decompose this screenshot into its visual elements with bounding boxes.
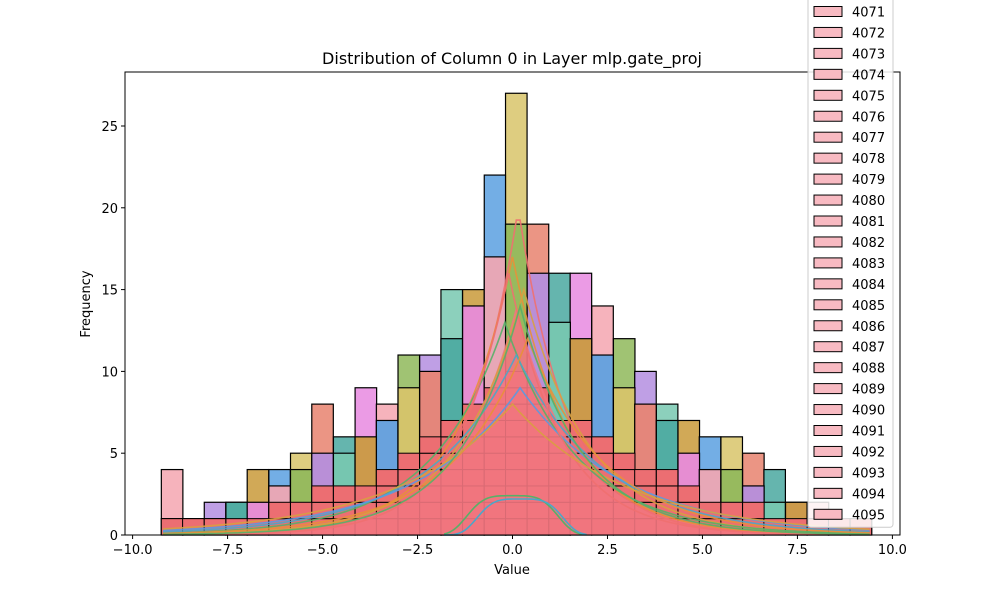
x-tick-label: 7.5	[787, 543, 808, 558]
kde-curve	[162, 336, 870, 535]
legend-swatch	[813, 487, 843, 499]
x-axis: −10.0 −7.5 −5.0 −2.5 0.0 2.5 5.0 7.5 10.0	[113, 535, 907, 558]
histogram-bar	[311, 485, 334, 503]
legend-swatch	[813, 173, 843, 185]
histogram-bar	[332, 485, 356, 503]
legend-entry-label: 4082	[852, 236, 885, 251]
legend-entry-label: 4089	[852, 383, 885, 398]
kde-curve	[163, 273, 870, 536]
plot-area	[160, 92, 873, 536]
legend-entry-label: 4076	[852, 110, 885, 125]
legend-swatch	[813, 341, 843, 353]
x-tick-label: −7.5	[212, 543, 244, 558]
legend-entry-label: 4086	[852, 320, 885, 335]
histogram-bar	[397, 452, 421, 471]
x-tick-label: −5.0	[307, 543, 339, 558]
legend-swatch	[813, 508, 843, 520]
histogram-bar	[591, 436, 614, 454]
histogram-bar	[742, 501, 765, 520]
kde-curve	[443, 494, 587, 536]
y-axis-label: Frequency	[79, 270, 94, 337]
legend-swatch	[813, 383, 843, 395]
legend-entry-label: 4083	[852, 257, 885, 272]
legend-entry-label: 4080	[852, 194, 885, 209]
x-tick-label: 5.0	[692, 543, 713, 558]
legend-swatch	[813, 215, 843, 227]
x-tick-label: 2.5	[597, 543, 618, 558]
legend-swatch	[813, 362, 843, 374]
legend-entry-label: 4072	[852, 26, 885, 41]
legend-entry-label: 4094	[852, 487, 885, 502]
kde-curve	[162, 353, 870, 533]
y-tick-label: 25	[101, 120, 118, 135]
kde-curve	[444, 498, 587, 536]
legend-swatch	[813, 68, 843, 80]
legend-entry-label: 4092	[852, 445, 885, 460]
kde-fill-area	[162, 306, 870, 535]
legend-entry-label: 4078	[852, 152, 885, 167]
legend-swatch	[813, 236, 843, 248]
legend-swatch	[813, 6, 843, 17]
x-axis-label: Value	[494, 563, 530, 578]
kde-curve	[162, 402, 870, 531]
legend-swatch	[813, 89, 843, 101]
legend-entry-label: 4093	[852, 466, 885, 481]
legend-swatch	[813, 320, 843, 332]
legend: 4071 4072 4073 4074 4075 4076 4077 4078 4079 4080…	[807, 0, 894, 528]
legend-entry-label: 4088	[852, 362, 885, 377]
legend-swatch	[813, 257, 843, 269]
legend-swatch	[813, 404, 843, 416]
histogram-bar	[612, 452, 636, 471]
histogram-bar	[375, 469, 399, 487]
legend-entry-label: 4085	[852, 299, 885, 314]
x-tick-label: −2.5	[402, 543, 434, 558]
y-tick-label: 0	[110, 529, 118, 544]
legend-entry-label: 4084	[852, 278, 885, 293]
kde-curve	[162, 302, 870, 536]
histogram-bar	[634, 469, 657, 487]
y-tick-label: 10	[101, 365, 118, 380]
legend-swatch	[813, 299, 843, 311]
legend-swatch	[813, 26, 843, 38]
legend-entry-label: 4079	[852, 173, 885, 188]
legend-entry-label: 4077	[852, 131, 885, 146]
y-tick-label: 15	[101, 284, 118, 299]
legend-swatch	[813, 278, 843, 290]
legend-entry-label: 4074	[852, 68, 885, 83]
legend-swatch	[813, 131, 843, 143]
legend-swatch	[813, 152, 843, 164]
legend-entry-label: 4073	[852, 47, 885, 62]
x-tick-label: 0.0	[502, 543, 523, 558]
legend-swatch	[813, 110, 843, 122]
legend-entry-label: 4091	[852, 425, 885, 440]
legend-swatch	[813, 445, 843, 457]
legend-entry-label: 4071	[852, 6, 885, 21]
histogram-bar	[677, 485, 701, 503]
legend-swatch	[813, 47, 843, 59]
x-tick-label: −10.0	[113, 543, 153, 558]
x-tick-label: 10.0	[878, 543, 907, 558]
histogram-bar	[655, 469, 679, 487]
y-axis: 0 5 10 15 20 25	[101, 120, 125, 544]
legend-swatch	[813, 466, 843, 478]
y-tick-label: 20	[101, 202, 118, 217]
legend-entry-label: 4075	[852, 89, 885, 104]
legend-swatch	[813, 425, 843, 436]
y-tick-label: 5	[110, 447, 118, 462]
chart-title: Distribution of Column 0 in Layer mlp.ga…	[322, 49, 702, 69]
legend-entry-label: 4087	[852, 341, 885, 356]
legend-entry-label: 4090	[852, 404, 885, 419]
legend-entry-label: 4095	[852, 508, 885, 523]
legend-swatch	[813, 194, 843, 206]
legend-entry-label: 4081	[852, 215, 885, 230]
